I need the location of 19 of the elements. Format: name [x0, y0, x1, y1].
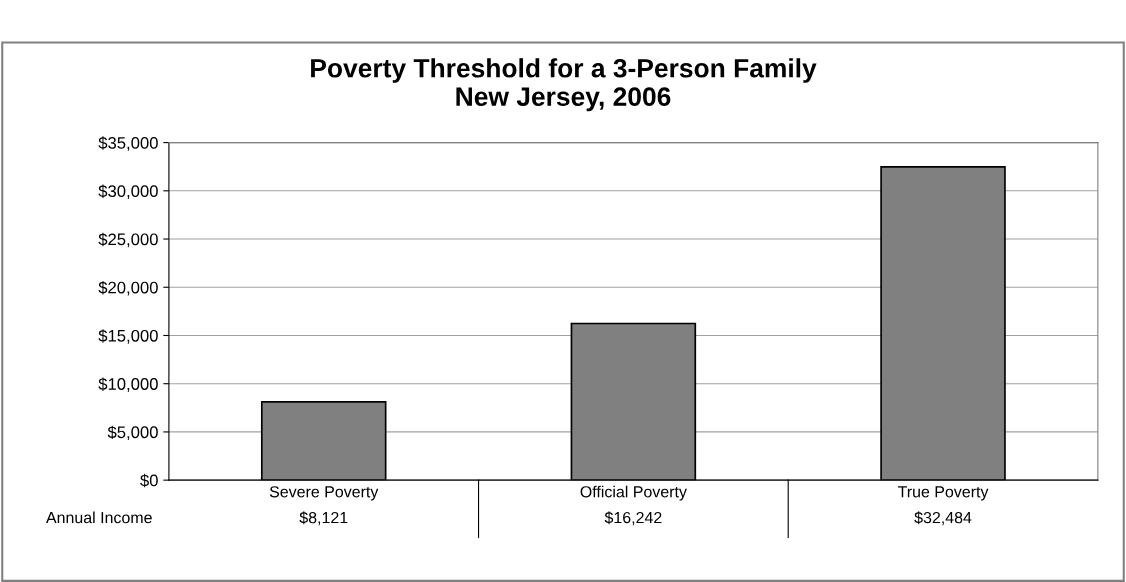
chart-title: Poverty Threshold for a 3-Person Family New Jersey, 2006 — [311, 58, 817, 112]
y-tick-label: $5,000 — [107, 425, 158, 441]
y-tick-label: $25,000 — [98, 232, 158, 248]
y-tick-label: $10,000 — [98, 377, 158, 392]
x-tick-label: True Poverty — [897, 486, 989, 501]
data-label: $16,242 — [604, 511, 662, 526]
y-tick-label: $30,000 — [98, 184, 158, 199]
x-tick-label: Official Poverty — [580, 485, 687, 501]
y-tick-label: $15,000 — [98, 329, 158, 344]
x-tick-label: Severe Poverty — [269, 486, 379, 501]
text: Annual Income — [45, 511, 152, 524]
data-label: $32,484 — [914, 511, 972, 526]
y-tick-label: $35,000 — [98, 136, 158, 151]
bar — [880, 166, 1006, 481]
bar — [570, 322, 697, 481]
bar — [260, 400, 387, 481]
y-tick-label: $0 — [140, 473, 158, 488]
data-label: $8,121 — [299, 511, 348, 526]
y-tick-label: $20,000 — [98, 280, 158, 296]
